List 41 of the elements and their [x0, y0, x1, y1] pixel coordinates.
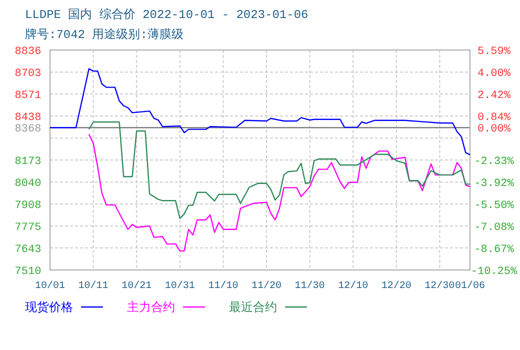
x-tick-label: 01/06	[454, 280, 486, 292]
y-tick-label: 8173	[14, 156, 42, 168]
y2-tick-label: -8.67%	[474, 244, 514, 256]
legend-label: 最近合约	[229, 300, 277, 314]
line-series	[88, 121, 471, 219]
y2-tick-label: -5.50%	[474, 200, 514, 212]
y-tick-label: 8836	[14, 46, 42, 58]
y2-tick-label: -10.25%	[470, 266, 518, 278]
y-tick-label: 7908	[14, 200, 42, 212]
x-tick-label: 12/20	[381, 280, 412, 292]
y-tick-label: 8368	[14, 123, 42, 136]
x-tick-label: 10/11	[78, 280, 108, 292]
y-tick-label: 7643	[14, 244, 42, 256]
y-tick-label: 8703	[14, 68, 42, 80]
line-series	[88, 134, 471, 252]
x-tick-label: 11/10	[208, 280, 238, 292]
y-tick-label: 8438	[14, 112, 42, 124]
y2-tick-label: 0.84%	[477, 112, 511, 124]
x-tick-label: 10/31	[164, 280, 195, 292]
legend-label: 主力合约	[127, 300, 175, 314]
y2-tick-label: 5.59%	[477, 46, 511, 58]
line-series	[49, 68, 471, 156]
chart-title: LLDPE 国内 综合价 2022-10-01 - 2023-01-06	[25, 7, 308, 22]
y2-tick-label: 4.00%	[477, 68, 511, 80]
x-tick-label: 10/21	[122, 280, 152, 292]
legend-label: 现货价格	[25, 300, 73, 314]
y-tick-label: 7510	[14, 266, 42, 278]
y2-tick-label: -7.08%	[474, 222, 514, 234]
x-tick-label: 12/30	[424, 280, 455, 292]
chart-subtitle: 牌号:7042 用途级别:薄膜级	[25, 28, 184, 42]
x-tick-label: 12/10	[338, 280, 368, 292]
y2-tick-label: 0.00%	[477, 123, 511, 136]
x-tick-label: 10/01	[34, 280, 66, 292]
y-tick-label: 8571	[14, 90, 42, 102]
y2-tick-label: -2.33%	[474, 156, 514, 168]
y2-tick-label: -3.92%	[474, 178, 514, 190]
y-tick-label: 7775	[14, 222, 42, 234]
y-tick-label: 8040	[14, 178, 42, 190]
x-tick-label: 11/20	[251, 280, 282, 292]
y2-tick-label: 2.42%	[477, 90, 511, 102]
x-tick-label: 11/30	[294, 280, 325, 292]
